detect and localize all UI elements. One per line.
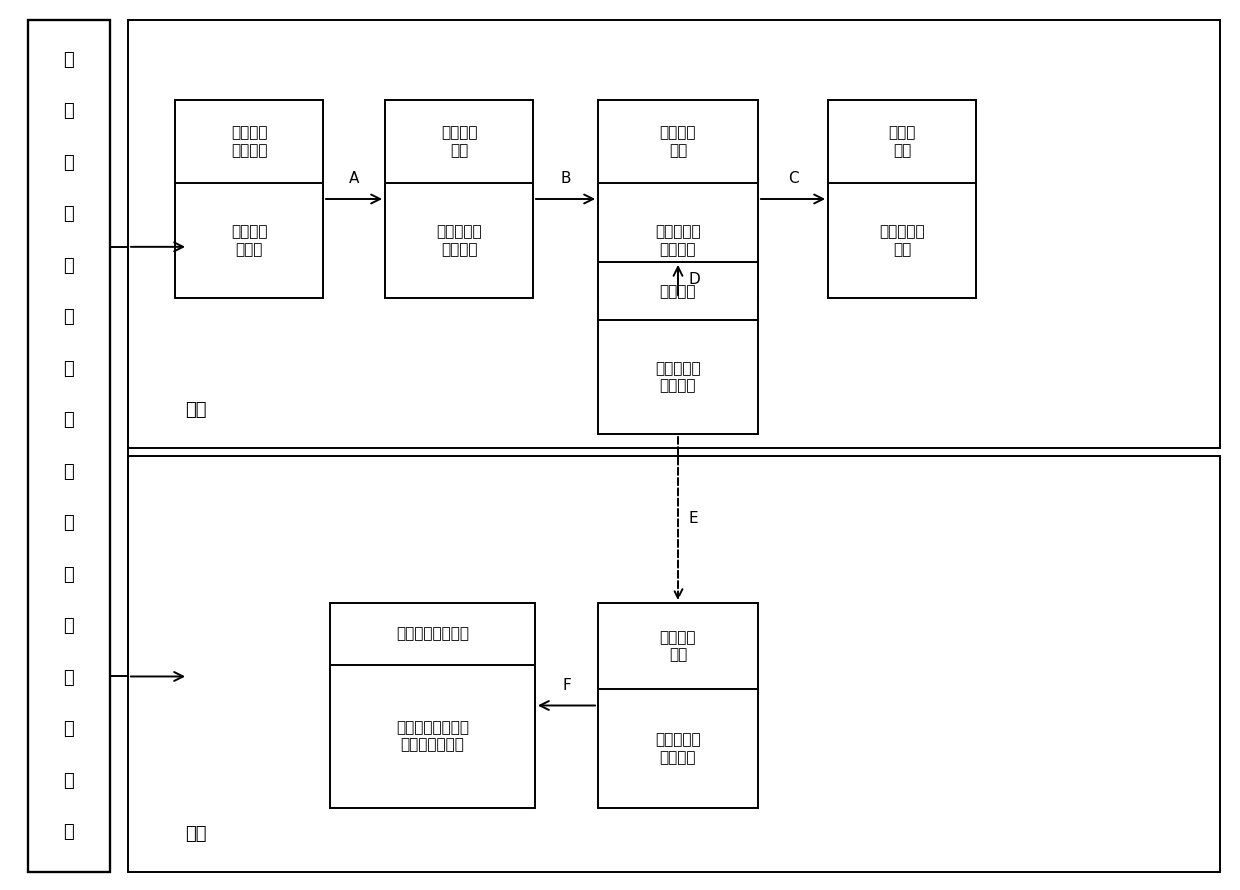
Text: E: E: [688, 511, 698, 526]
Text: 地面监控中心软件: 地面监控中心软件: [396, 627, 469, 642]
Text: 统: 统: [63, 823, 74, 841]
Text: 功能：监控
信息处理: 功能：监控 信息处理: [655, 732, 701, 765]
Text: 机载北斗: 机载北斗: [660, 284, 696, 299]
Text: C: C: [787, 171, 799, 186]
Text: 无: 无: [63, 360, 74, 377]
Bar: [384, 100, 533, 298]
Text: 监: 监: [63, 668, 74, 686]
Text: 量: 量: [63, 617, 74, 635]
Text: 监控主控
软件: 监控主控 软件: [660, 630, 696, 662]
Bar: [29, 20, 110, 872]
Text: 伽: 伽: [63, 154, 74, 172]
Text: 谱: 谱: [63, 308, 74, 327]
Text: 报警器
软件: 报警器 软件: [888, 125, 915, 158]
Text: 能: 能: [63, 257, 74, 275]
Text: 测: 测: [63, 566, 74, 584]
Text: B: B: [560, 171, 570, 186]
Text: A: A: [348, 171, 360, 186]
Text: F: F: [562, 677, 570, 692]
Text: 功能：远程
数据传输: 功能：远程 数据传输: [655, 361, 701, 393]
Text: 监控主控
软件: 监控主控 软件: [660, 125, 696, 158]
Text: 值: 值: [63, 463, 74, 481]
Text: 航: 航: [63, 51, 74, 69]
Text: 功能：能
谱测量: 功能：能 谱测量: [231, 224, 268, 257]
Text: 地面: 地面: [185, 825, 207, 843]
Text: 功能：监控
信息处理: 功能：监控 信息处理: [655, 224, 701, 257]
Text: 能谱监控
软件: 能谱监控 软件: [440, 125, 477, 158]
Bar: [598, 262, 758, 434]
Text: 玛: 玛: [63, 206, 74, 223]
Bar: [828, 100, 976, 298]
Text: D: D: [688, 272, 699, 287]
Text: 人: 人: [63, 411, 74, 429]
Text: 功能：自动测量、
一键复位等命令: 功能：自动测量、 一键复位等命令: [396, 720, 469, 752]
Bar: [330, 603, 534, 808]
Bar: [175, 100, 322, 298]
Bar: [598, 603, 758, 808]
Text: 功能：异常
报警: 功能：异常 报警: [879, 224, 925, 257]
Bar: [598, 100, 758, 298]
Bar: [128, 456, 1220, 872]
Text: 功能：能谱
质量监控: 功能：能谱 质量监控: [436, 224, 482, 257]
Text: 空: 空: [63, 102, 74, 120]
Text: 空中: 空中: [185, 401, 207, 419]
Text: 控: 控: [63, 720, 74, 738]
Text: 系: 系: [63, 772, 74, 789]
Text: 能谱测量
控制软件: 能谱测量 控制软件: [231, 125, 268, 158]
Text: 守: 守: [63, 514, 74, 532]
Bar: [128, 20, 1220, 448]
